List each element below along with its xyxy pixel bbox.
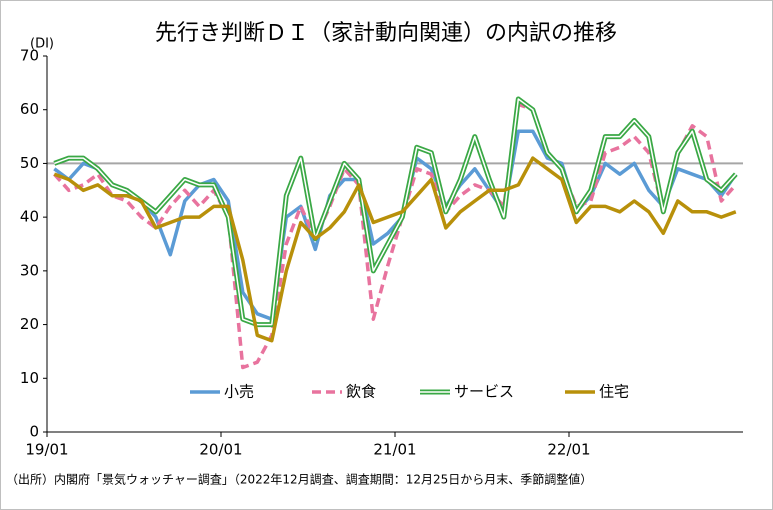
- series-line-inner: [54, 98, 737, 326]
- y-tick-label: 0: [29, 423, 39, 441]
- y-tick-label: 60: [20, 100, 39, 118]
- y-tick-label: 40: [20, 208, 39, 226]
- y-tick-label: 10: [20, 369, 39, 387]
- legend-label: 小売: [224, 383, 254, 401]
- chart-title: 先行き判断ＤＩ（家計動向関連）の内訳の推移: [155, 21, 617, 46]
- x-tick-label: 21/01: [373, 441, 416, 459]
- y-tick-label: 30: [20, 261, 39, 279]
- x-tick-label: 20/01: [199, 441, 242, 459]
- y-tick-label: 20: [20, 315, 39, 333]
- legend-label: サービス: [454, 383, 514, 401]
- y-axis-label: (DI): [30, 37, 54, 52]
- series-line: [52, 102, 738, 370]
- note: （出所）内閣府「景気ウォッチャー調査」（2022年12月調査、調査期間：12月2…: [6, 472, 592, 487]
- series-line: [53, 129, 738, 321]
- y-tick-label: 50: [20, 154, 39, 172]
- legend-label: 飲食: [346, 383, 376, 401]
- legend-label: 住宅: [599, 383, 629, 401]
- x-tick-label: 19/01: [25, 441, 68, 459]
- y-tick-label: 70: [20, 47, 39, 65]
- series-line: [53, 156, 737, 343]
- x-tick-label: 22/01: [547, 441, 590, 459]
